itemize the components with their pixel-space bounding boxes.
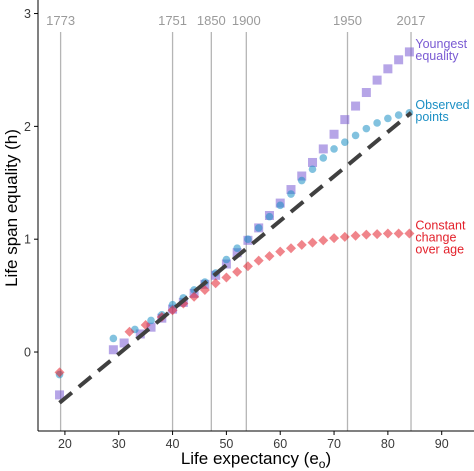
year-marker-label-1751: 1751 xyxy=(158,13,187,28)
series-label-constant-change-over-age-1: change xyxy=(415,231,456,245)
point-youngest-equality-11 xyxy=(221,259,231,269)
x-tick-label-50: 50 xyxy=(219,437,233,451)
point-observed-points-11 xyxy=(233,244,241,253)
point-constant-change-over-age-22 xyxy=(361,229,372,240)
point-observed-points-12 xyxy=(244,235,252,243)
point-constant-change-over-age-21 xyxy=(350,230,361,241)
point-youngest-equality-17 xyxy=(286,185,296,195)
point-constant-change-over-age-1 xyxy=(124,326,135,337)
series-label-youngest-equality-0: Youngest xyxy=(415,37,467,51)
y-tick-label-0: 0 xyxy=(24,346,31,360)
point-constant-change-over-age-0 xyxy=(54,367,65,378)
point-constant-change-over-age-25 xyxy=(393,228,404,239)
point-youngest-equality-12 xyxy=(232,248,242,258)
year-marker-label-1850: 1850 xyxy=(197,13,226,28)
year-marker-label-1773: 1773 xyxy=(46,13,75,28)
point-constant-change-over-age-26 xyxy=(404,228,415,239)
axes-layer xyxy=(37,0,474,432)
point-constant-change-over-age-15 xyxy=(285,243,296,254)
point-constant-change-over-age-12 xyxy=(253,255,264,266)
x-tick-label-60: 60 xyxy=(273,437,287,451)
point-observed-points-16 xyxy=(287,190,295,198)
y-axis-label: Life span equality (h) xyxy=(2,129,21,287)
x-axis-label-main: Life expectancy (e xyxy=(181,449,319,468)
ticks-layer: 20 30 40 50 60 70 80 90 0 1 2 3 xyxy=(24,7,449,451)
series-label-observed-points-0: Observed xyxy=(415,98,469,112)
point-youngest-equality-4 xyxy=(146,322,156,332)
y-tick-label-1: 1 xyxy=(24,233,31,247)
point-observed-points-19 xyxy=(319,154,328,162)
point-youngest-equality-24 xyxy=(361,88,371,98)
point-observed-points-13 xyxy=(254,224,263,232)
year-marker-label-1950: 1950 xyxy=(333,13,362,28)
point-constant-change-over-age-14 xyxy=(275,246,286,257)
data-points-layer xyxy=(54,47,415,400)
x-axis-label: Life expectancy (eo) xyxy=(181,449,331,471)
point-observed-points-3 xyxy=(147,316,155,325)
x-axis-label-subscript: o xyxy=(319,457,326,471)
point-constant-change-over-age-10 xyxy=(232,266,243,277)
point-youngest-equality-2 xyxy=(119,338,129,348)
point-youngest-equality-20 xyxy=(318,144,328,154)
reference-line xyxy=(58,111,413,405)
x-tick-label-80: 80 xyxy=(381,437,395,451)
y-tick-label-2: 2 xyxy=(24,120,31,134)
series-label-youngest-equality-1: equality xyxy=(415,49,459,63)
point-youngest-equality-21 xyxy=(329,129,339,139)
point-observed-points-21 xyxy=(341,138,349,146)
point-youngest-equality-18 xyxy=(297,171,307,181)
point-youngest-equality-22 xyxy=(340,115,350,125)
point-constant-change-over-age-16 xyxy=(296,239,307,250)
x-tick-label-90: 90 xyxy=(435,437,449,451)
point-constant-change-over-age-8 xyxy=(210,278,221,289)
year-marker-label-2017: 2017 xyxy=(397,13,426,28)
point-constant-change-over-age-24 xyxy=(382,228,393,239)
point-constant-change-over-age-20 xyxy=(339,231,350,242)
point-observed-points-18 xyxy=(308,165,317,174)
point-constant-change-over-age-17 xyxy=(307,237,318,248)
point-observed-points-22 xyxy=(351,131,360,140)
point-observed-points-17 xyxy=(297,176,306,185)
x-tick-label-20: 20 xyxy=(58,437,72,451)
series-label-constant-change-over-age-2: over age xyxy=(415,243,464,257)
point-youngest-equality-1 xyxy=(108,345,118,355)
x-tick-label-70: 70 xyxy=(327,437,341,451)
point-constant-change-over-age-13 xyxy=(264,251,275,262)
x-tick-label-40: 40 xyxy=(166,437,180,451)
point-constant-change-over-age-23 xyxy=(372,229,383,240)
point-constant-change-over-age-6 xyxy=(189,291,200,302)
point-observed-points-15 xyxy=(276,201,285,210)
point-youngest-equality-19 xyxy=(308,157,318,167)
point-observed-points-5 xyxy=(168,300,177,309)
point-constant-change-over-age-9 xyxy=(221,272,232,283)
point-constant-change-over-age-4 xyxy=(167,305,178,316)
point-constant-change-over-age-18 xyxy=(318,235,329,246)
point-youngest-equality-28 xyxy=(404,47,414,57)
x-tick-label-30: 30 xyxy=(112,437,126,451)
x-axis-label-close: ) xyxy=(325,449,331,468)
point-constant-change-over-age-19 xyxy=(329,233,340,244)
point-observed-points-14 xyxy=(265,212,274,221)
series-label-constant-change-over-age-0: Constant xyxy=(415,219,466,233)
point-observed-points-24 xyxy=(373,119,381,127)
point-youngest-equality-23 xyxy=(351,101,361,111)
point-observed-points-20 xyxy=(330,145,338,153)
point-observed-points-26 xyxy=(394,111,403,119)
point-observed-points-25 xyxy=(384,114,392,123)
point-constant-change-over-age-11 xyxy=(242,261,253,272)
point-youngest-equality-26 xyxy=(383,64,393,74)
point-observed-points-10 xyxy=(222,255,231,264)
point-youngest-equality-0 xyxy=(55,390,65,400)
point-observed-points-1 xyxy=(109,334,118,343)
point-youngest-equality-27 xyxy=(394,55,404,65)
point-observed-points-23 xyxy=(362,124,371,133)
point-youngest-equality-25 xyxy=(372,75,382,85)
series-label-observed-points-1: points xyxy=(415,110,448,124)
year-marker-label-1900: 1900 xyxy=(232,13,261,28)
reference-line-layer xyxy=(58,111,413,405)
y-tick-label-3: 3 xyxy=(24,7,31,21)
point-constant-change-over-age-2 xyxy=(140,319,151,330)
